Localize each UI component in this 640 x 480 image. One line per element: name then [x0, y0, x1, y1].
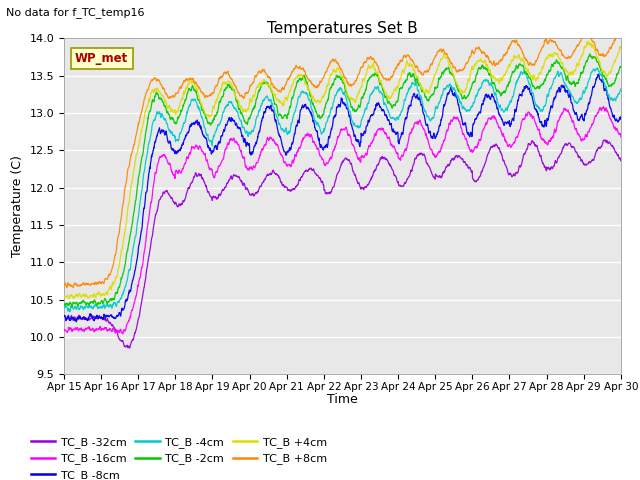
Legend: TC_B -32cm, TC_B -16cm, TC_B -8cm, TC_B -4cm, TC_B -2cm, TC_B +4cm, TC_B +8cm: TC_B -32cm, TC_B -16cm, TC_B -8cm, TC_B …	[31, 437, 327, 480]
Y-axis label: Temperature (C): Temperature (C)	[11, 156, 24, 257]
Text: No data for f_TC_temp16: No data for f_TC_temp16	[6, 7, 145, 18]
Text: WP_met: WP_met	[75, 52, 129, 65]
X-axis label: Time: Time	[327, 394, 358, 407]
Title: Temperatures Set B: Temperatures Set B	[267, 21, 418, 36]
